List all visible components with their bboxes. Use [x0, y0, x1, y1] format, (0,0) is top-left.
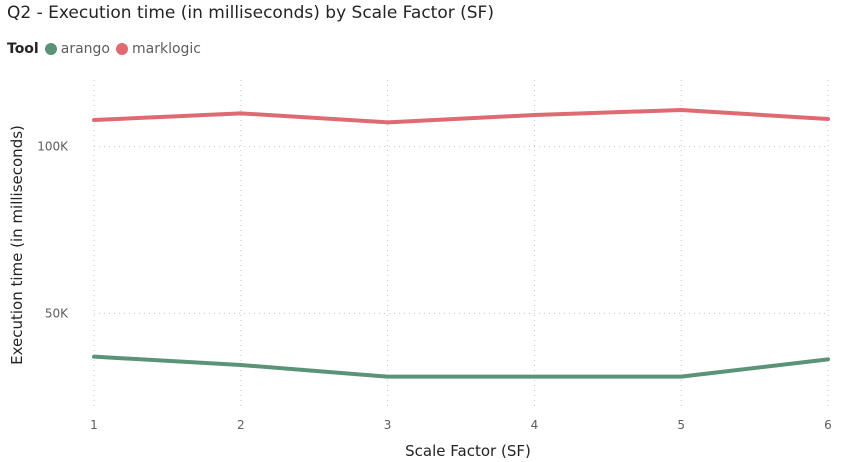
legend-marker-arango [44, 43, 57, 55]
series-lines [92, 108, 830, 379]
legend-item-marklogic[interactable]: marklogic [115, 41, 201, 57]
legend-label-marklogic: marklogic [131, 41, 201, 57]
x-tick-label: 1 [90, 418, 98, 432]
gridlines [93, 80, 829, 410]
x-tick-label: 5 [677, 418, 685, 432]
x-tick-label: 6 [824, 418, 832, 432]
chart-title: Q2 - Execution time (in milliseconds) by… [7, 3, 494, 23]
legend-label-arango: arango [60, 41, 110, 57]
y-axis-title: Execution time (in milliseconds) [8, 125, 26, 365]
legend-marker-marklogic [115, 43, 128, 55]
x-axis-title: Scale Factor (SF) [405, 442, 531, 460]
y-tick-label: 50K [45, 306, 69, 320]
x-tick-label: 3 [384, 418, 392, 432]
y-tick-label: 100K [37, 140, 69, 154]
x-tick-label: 4 [531, 418, 539, 432]
x-tick-label: 2 [237, 418, 245, 432]
legend-title: Tool [7, 41, 39, 57]
series-line-arango[interactable] [92, 354, 830, 379]
series-line-marklogic[interactable] [92, 108, 830, 125]
axis-ticks: 1 2 3 4 5 6 50K 100K [37, 140, 832, 432]
legend: Tool arango marklogic [7, 41, 207, 57]
legend-item-arango[interactable]: arango [44, 41, 110, 57]
